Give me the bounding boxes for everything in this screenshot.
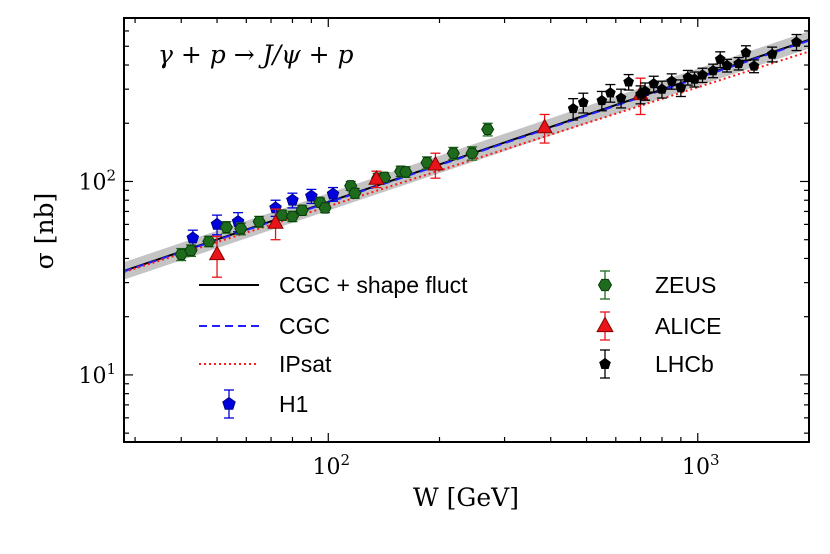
legend-label: CGC + shape fluct [279, 272, 468, 298]
legend-label: CGC [279, 313, 330, 339]
reaction-annotation: γ + p → J/ψ + p [158, 40, 354, 69]
lhcb-point [615, 92, 627, 103]
lhcb-point [577, 96, 589, 108]
lhcb-point [748, 60, 760, 71]
legend-label: IPsat [279, 351, 332, 377]
legend-label: ALICE [655, 313, 721, 339]
alice-point [536, 118, 553, 134]
legend-marker-zeus [597, 278, 613, 292]
legend-marker-alice [596, 316, 614, 333]
legend-label: LHCb [655, 351, 714, 377]
zeus-point [295, 204, 309, 216]
zeus-point [285, 210, 300, 223]
zeus-point [318, 202, 332, 214]
zeus-point [174, 248, 188, 261]
plot-frame [123, 17, 810, 443]
lhcb-point [721, 59, 733, 70]
lhcb-point [623, 76, 634, 87]
alice-point [427, 155, 444, 171]
y-tick-label: 102 [78, 166, 116, 195]
data-points [174, 33, 802, 278]
x-axis-label: W [GeV] [413, 483, 519, 512]
zeus-point [234, 223, 248, 235]
legend-label: H1 [279, 391, 308, 417]
zeus-point [348, 187, 362, 199]
zeus-point [465, 147, 479, 159]
lhcb-point [605, 87, 616, 98]
lhcb-point [740, 47, 752, 58]
y-tick-labels: 101 102 [78, 166, 116, 388]
h1-point [326, 187, 340, 200]
zeus-point [399, 166, 413, 178]
lhcb-point [639, 85, 651, 96]
lhcb-point [666, 75, 678, 86]
lhcb-point [766, 48, 778, 59]
lhcb-point [656, 83, 668, 94]
legend-marker-h1 [222, 396, 236, 410]
lhcb-point [714, 53, 726, 64]
legend-marker-lhcb [599, 357, 611, 369]
x-tick-labels: 102 103 [312, 451, 719, 480]
alice-point [267, 213, 284, 229]
y-tick-label: 101 [78, 360, 116, 389]
zeus-point [446, 147, 460, 159]
zeus-point [481, 123, 495, 136]
lhcb-point [791, 36, 802, 47]
legend-label: ZEUS [655, 272, 716, 298]
legend: CGC + shape fluct CGC IPsat H1 ZEUS ALICE LHCb [199, 270, 721, 419]
lhcb-point [596, 94, 608, 106]
h1-point [286, 193, 299, 206]
lhcb-point [567, 103, 579, 114]
y-axis-label: σ [nb] [30, 193, 59, 270]
h1-point [186, 231, 200, 244]
lhcb-point [697, 69, 708, 80]
alice-point [208, 245, 226, 261]
zeus-point [219, 221, 233, 233]
x-tick-label: 102 [312, 451, 350, 480]
zeus-point [184, 244, 198, 257]
zeus-point [252, 215, 266, 228]
alice-point [368, 169, 385, 185]
zeus-point [202, 235, 216, 248]
h1-point [305, 189, 318, 202]
x-tick-label: 103 [682, 451, 720, 480]
